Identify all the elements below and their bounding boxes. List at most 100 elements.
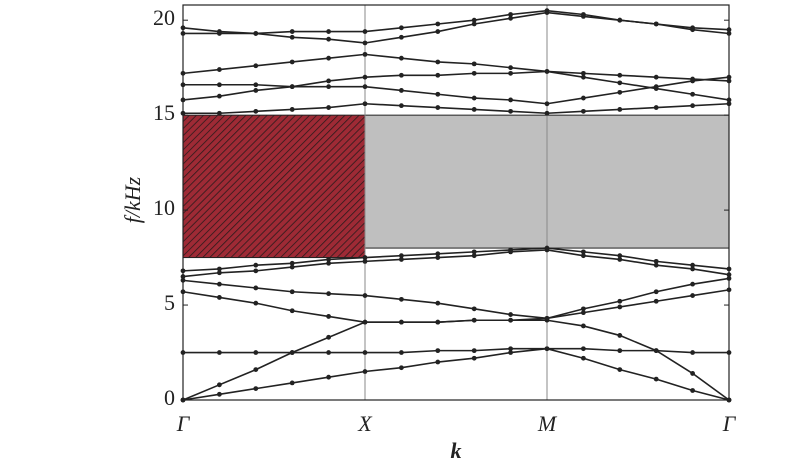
band-point — [399, 350, 404, 355]
band-point — [471, 61, 477, 67]
band-point — [690, 266, 695, 272]
band-point — [653, 376, 659, 382]
band-point — [435, 348, 441, 354]
band-point — [653, 289, 659, 295]
band-point — [617, 253, 623, 259]
y-tick-label: 0 — [164, 385, 175, 410]
band-point — [253, 82, 259, 88]
band-point — [653, 348, 659, 354]
band-point — [435, 300, 441, 306]
y-axis-label: f/kHz — [120, 176, 145, 223]
band-point — [581, 74, 586, 80]
band-point — [435, 319, 441, 325]
band-point — [362, 101, 368, 107]
band-point — [653, 84, 659, 90]
band-point — [471, 317, 477, 323]
band-point — [399, 365, 404, 371]
band-point — [617, 367, 623, 373]
x-tick-label: X — [357, 411, 373, 436]
x-tick-label: Γ — [176, 411, 191, 436]
band-point — [690, 281, 695, 287]
band-line — [182, 247, 730, 272]
band-point — [653, 105, 659, 110]
band-point — [544, 110, 550, 116]
band-point — [471, 17, 477, 23]
band-line — [182, 11, 730, 44]
band-point — [690, 262, 695, 268]
band-point — [217, 29, 222, 34]
band-point — [362, 29, 368, 34]
band-point — [399, 25, 404, 31]
band-point — [289, 380, 295, 386]
band-point — [544, 245, 550, 251]
band-point — [326, 291, 331, 297]
band-point — [289, 59, 295, 65]
band-point — [471, 355, 477, 361]
band-line — [183, 9, 730, 35]
band-point — [617, 257, 623, 262]
band-point — [362, 40, 368, 46]
band-point — [435, 105, 441, 110]
band-point — [253, 300, 259, 306]
band-point — [544, 10, 550, 15]
band-point — [217, 93, 222, 99]
band-point — [581, 323, 586, 329]
band-point — [289, 264, 295, 270]
band-point — [617, 298, 623, 304]
band-point — [217, 110, 222, 116]
band-point — [690, 388, 695, 393]
band-point — [508, 317, 513, 323]
band-point — [362, 258, 368, 264]
band-point — [253, 108, 259, 114]
band-point — [435, 251, 441, 257]
band-point — [435, 359, 441, 365]
band-point — [471, 249, 477, 255]
band-point — [690, 350, 695, 355]
band-point — [544, 69, 550, 74]
band-point — [326, 36, 331, 42]
band-point — [399, 296, 404, 302]
band-point — [581, 108, 586, 114]
y-tick-label: 5 — [164, 290, 175, 315]
band-point — [326, 55, 331, 61]
band-point — [508, 12, 513, 17]
band-point — [289, 289, 295, 295]
band-point — [581, 346, 586, 352]
band-point — [508, 247, 513, 253]
band-point — [217, 350, 222, 355]
band-point — [253, 285, 259, 291]
band-point — [690, 76, 695, 82]
band-line — [182, 249, 730, 278]
band-point — [399, 72, 404, 78]
band-point — [544, 101, 550, 107]
band-point — [253, 268, 259, 274]
band-point — [508, 350, 513, 355]
band-point — [653, 262, 659, 268]
band-point — [471, 348, 477, 354]
band-point — [399, 34, 404, 40]
x-axis-label: k — [451, 438, 462, 463]
band-point — [326, 78, 331, 84]
band-point — [435, 91, 441, 97]
band-point — [690, 371, 695, 376]
band-point — [362, 84, 368, 90]
band-point — [435, 72, 441, 78]
plot-frame — [182, 4, 730, 401]
band-point — [362, 319, 368, 325]
band-point — [217, 266, 222, 272]
plot — [180, 8, 732, 403]
band-point — [653, 298, 659, 304]
band-point — [617, 72, 623, 78]
band-point — [362, 350, 368, 355]
band-point — [362, 293, 368, 298]
band-point — [508, 15, 513, 21]
band-point — [289, 107, 295, 112]
band-point — [253, 63, 259, 69]
band-point — [289, 350, 295, 355]
band-point — [653, 74, 659, 80]
band-point — [690, 91, 695, 97]
band-point — [399, 103, 404, 109]
band-line — [182, 289, 730, 323]
band-point — [217, 67, 222, 72]
band-point — [617, 348, 623, 354]
